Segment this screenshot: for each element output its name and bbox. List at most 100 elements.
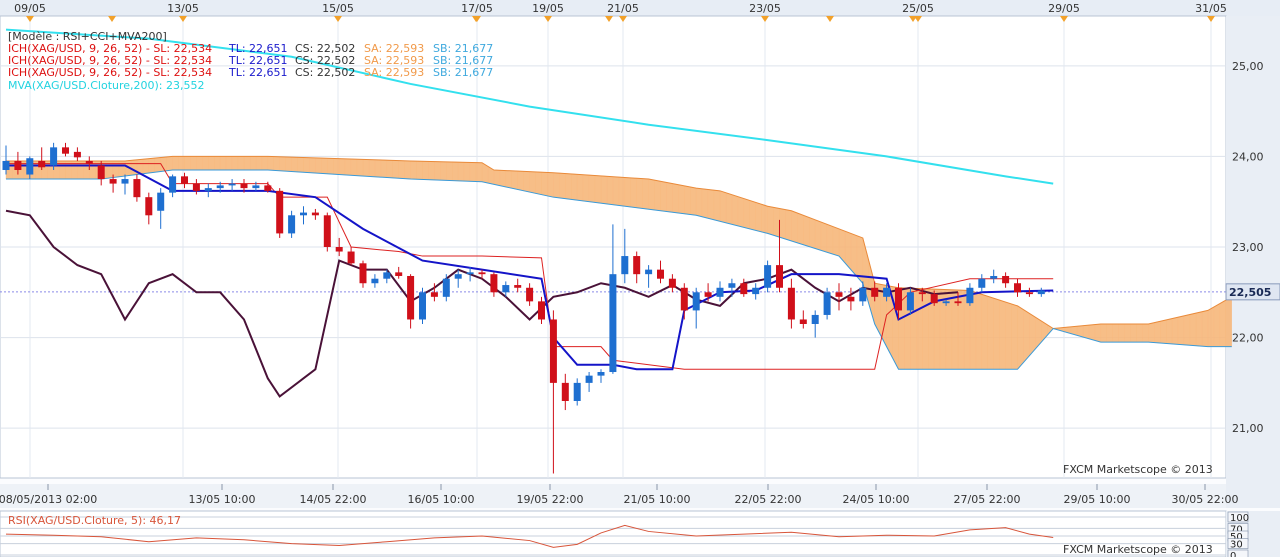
candle-body[interactable] — [442, 278, 450, 297]
rsi-tick-box — [1227, 538, 1249, 549]
candle-body[interactable] — [799, 319, 807, 324]
candle-body[interactable] — [883, 287, 891, 297]
candle-body[interactable] — [502, 285, 510, 293]
candle-body[interactable] — [514, 285, 522, 288]
candle-body[interactable] — [359, 263, 367, 284]
candle-body[interactable] — [716, 287, 724, 297]
candle-body[interactable] — [668, 278, 676, 288]
candle-body[interactable] — [835, 292, 843, 297]
rsi-panel[interactable] — [0, 510, 1227, 557]
candle-body[interactable] — [549, 319, 557, 383]
candle-body[interactable] — [419, 292, 426, 320]
candle-body[interactable] — [847, 296, 855, 302]
candle-body[interactable] — [752, 287, 760, 295]
candle-body[interactable] — [264, 185, 272, 191]
candle-body[interactable] — [38, 160, 46, 168]
candle-body[interactable] — [1014, 283, 1021, 293]
candle-body[interactable] — [50, 147, 58, 166]
candle-body[interactable] — [906, 292, 914, 311]
candle-body[interactable] — [371, 278, 379, 284]
candle-body[interactable] — [490, 274, 498, 293]
candle-body[interactable] — [823, 292, 831, 315]
price-axis[interactable] — [1226, 16, 1280, 508]
candle-body[interactable] — [657, 269, 664, 279]
candle-body[interactable] — [395, 272, 403, 276]
candle-body[interactable] — [538, 301, 545, 320]
candle-body[interactable] — [645, 269, 653, 275]
candle-body[interactable] — [347, 251, 355, 264]
candle-body[interactable] — [621, 256, 629, 275]
candle-body[interactable] — [990, 275, 998, 279]
candle-body[interactable] — [252, 185, 260, 189]
candle-body[interactable] — [526, 287, 534, 302]
candle-body[interactable] — [1025, 292, 1033, 295]
candle-body[interactable] — [311, 212, 319, 216]
candle-body[interactable] — [216, 185, 224, 189]
candle-body[interactable] — [704, 292, 712, 297]
candle-body[interactable] — [859, 287, 867, 302]
cloud-segment — [368, 159, 376, 178]
candle-body[interactable] — [300, 212, 307, 216]
cloud-segment — [297, 157, 304, 173]
candle-body[interactable] — [573, 382, 581, 401]
candle-body[interactable] — [145, 197, 153, 216]
top-date-bar — [0, 0, 1280, 16]
candle-body[interactable] — [97, 165, 105, 180]
candle-body[interactable] — [776, 265, 783, 288]
candle-body[interactable] — [228, 183, 236, 186]
candle-body[interactable] — [1037, 290, 1045, 295]
candle-body[interactable] — [978, 278, 986, 288]
candle-body[interactable] — [871, 287, 879, 297]
candle-body[interactable] — [73, 151, 81, 158]
candle-body[interactable] — [918, 292, 926, 295]
candle-body[interactable] — [728, 283, 736, 288]
candle-body[interactable] — [692, 292, 700, 311]
candle-body[interactable] — [181, 176, 188, 184]
candlesticks[interactable] — [2, 142, 1045, 474]
candle-body[interactable] — [466, 272, 474, 275]
candle-body[interactable] — [288, 215, 296, 234]
candle-body[interactable] — [561, 382, 569, 401]
candle-body[interactable] — [14, 160, 22, 170]
candle-body[interactable] — [26, 158, 34, 175]
candle-body[interactable] — [121, 179, 129, 184]
candle-body[interactable] — [169, 176, 177, 193]
candle-body[interactable] — [787, 287, 795, 320]
candle-body[interactable] — [407, 275, 415, 320]
candle-body[interactable] — [478, 272, 486, 275]
candle-body[interactable] — [895, 287, 902, 311]
candle-body[interactable] — [942, 301, 950, 304]
template-label[interactable]: [Modèle : RSI+CCI+MVA200] — [8, 30, 167, 43]
candle-body[interactable] — [109, 179, 117, 184]
candle-body[interactable] — [323, 215, 331, 247]
candle-body[interactable] — [192, 183, 200, 191]
candle-body[interactable] — [62, 147, 69, 154]
candle-body[interactable] — [609, 274, 617, 373]
candle-body[interactable] — [335, 247, 343, 252]
candle-body[interactable] — [930, 294, 938, 304]
candle-body[interactable] — [740, 283, 748, 295]
candle-body[interactable] — [954, 301, 962, 304]
candle-body[interactable] — [633, 256, 641, 275]
candle-body[interactable] — [157, 192, 165, 211]
candle-body[interactable] — [85, 160, 93, 164]
date-marker-icon — [1060, 16, 1068, 22]
candle-body[interactable] — [240, 183, 248, 189]
candle-body[interactable] — [133, 179, 141, 198]
candle-body[interactable] — [680, 287, 688, 311]
candle-body[interactable] — [764, 265, 772, 288]
candle-body[interactable] — [276, 190, 284, 234]
time-axis[interactable] — [0, 484, 1226, 508]
candle-body[interactable] — [383, 272, 391, 279]
candle-body[interactable] — [1002, 275, 1010, 284]
candle-body[interactable] — [597, 372, 605, 376]
candle-body[interactable] — [811, 314, 819, 324]
candle-body[interactable] — [2, 160, 10, 170]
candle-body[interactable] — [585, 375, 593, 383]
candle-body[interactable] — [204, 188, 212, 191]
candle-body[interactable] — [966, 287, 974, 304]
candle-body[interactable] — [430, 292, 438, 297]
tenkan-line — [6, 163, 1054, 370]
candle-body[interactable] — [454, 274, 462, 279]
